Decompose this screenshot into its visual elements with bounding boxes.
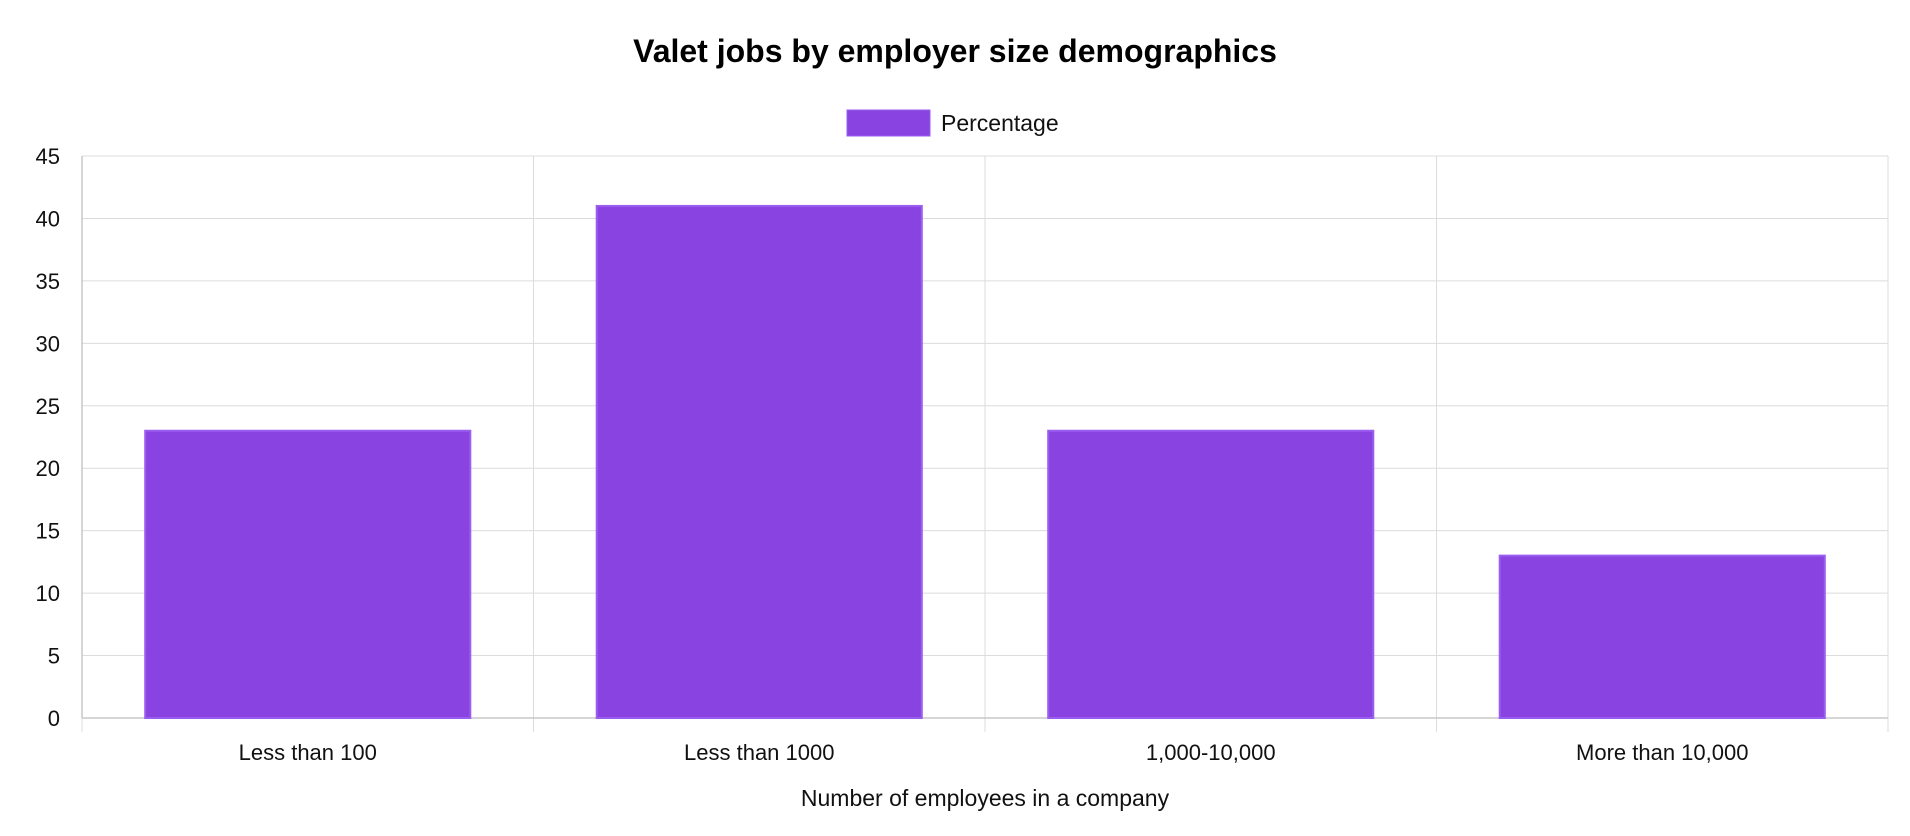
y-tick-label: 0 <box>48 706 60 731</box>
legend[interactable]: Percentage <box>846 109 1059 137</box>
y-tick-label: 10 <box>36 581 60 606</box>
legend-swatch <box>846 109 931 137</box>
bar[interactable] <box>144 429 472 719</box>
y-tick-label: 35 <box>36 269 60 294</box>
x-tick-label: Less than 100 <box>239 740 377 765</box>
x-tick-label: 1,000-10,000 <box>1146 740 1276 765</box>
legend-label: Percentage <box>941 110 1059 136</box>
y-tick-label: 25 <box>36 394 60 419</box>
gridlines <box>81 155 1889 732</box>
y-tick-label: 30 <box>36 331 60 356</box>
y-tick-label: 20 <box>36 456 60 481</box>
chart-title: Valet jobs by employer size demographics <box>633 33 1277 69</box>
bar[interactable] <box>1498 554 1826 720</box>
y-tick-label: 5 <box>48 644 60 669</box>
bars <box>144 204 1826 720</box>
bar[interactable] <box>1047 429 1375 719</box>
x-tick-label: More than 10,000 <box>1576 740 1748 765</box>
bar[interactable] <box>595 204 923 719</box>
x-axis-ticks: Less than 100 Less than 1000 1,000-10,000 M… <box>239 740 1749 765</box>
y-axis-ticks: 0 5 10 15 20 25 30 35 40 45 <box>36 144 60 731</box>
x-axis-label: Number of employees in a company <box>801 785 1170 811</box>
x-tick-label: Less than 1000 <box>684 740 834 765</box>
y-tick-label: 40 <box>36 206 60 231</box>
y-tick-label: 45 <box>36 144 60 169</box>
y-tick-label: 15 <box>36 519 60 544</box>
